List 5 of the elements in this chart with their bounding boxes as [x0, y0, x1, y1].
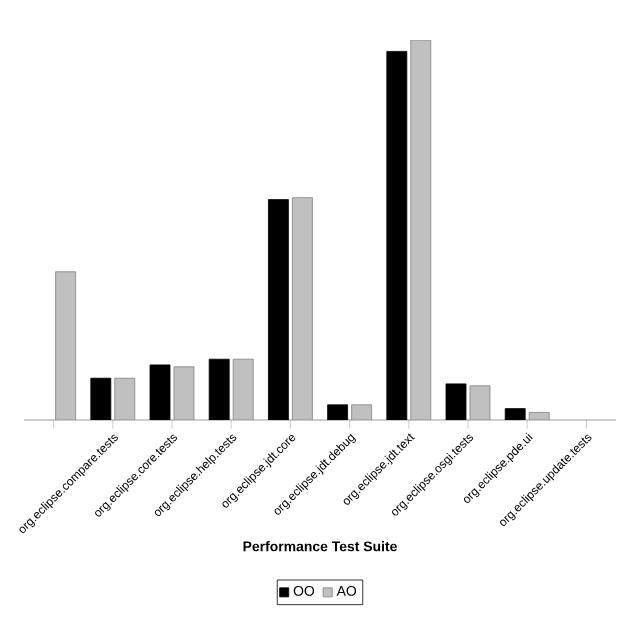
bar — [233, 359, 254, 420]
bar — [55, 271, 76, 420]
bar — [114, 378, 135, 420]
bar — [410, 40, 431, 420]
bar — [292, 197, 313, 420]
